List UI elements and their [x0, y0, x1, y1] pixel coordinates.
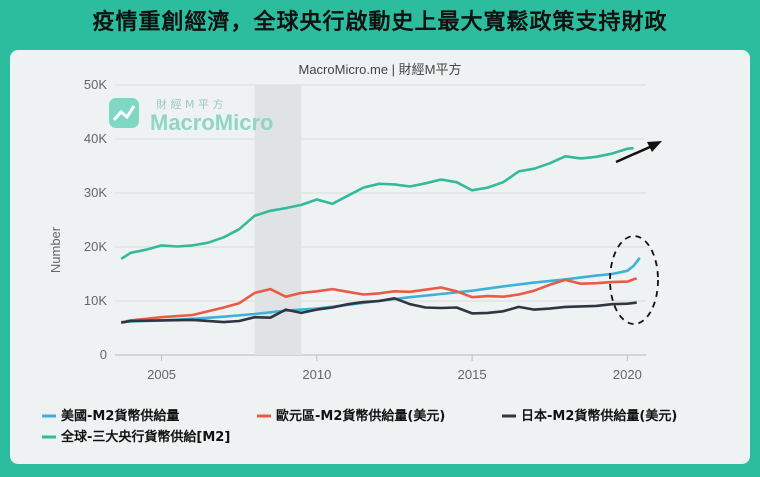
- legend-label: 歐元區-M2貨幣供給量(美元): [276, 408, 445, 424]
- annotation-layer: [609, 141, 662, 325]
- x-tick-label: 2020: [613, 367, 642, 382]
- y-tick-label: 30K: [84, 185, 107, 200]
- legend-label: 日本-M2貨幣供給量(美元): [521, 408, 677, 424]
- series-line-3: [120, 146, 634, 260]
- tick-layer: 0 10K 20K 30K 40K 50K 2005 2010 2015 2020: [84, 77, 642, 382]
- y-tick-label: 40K: [84, 131, 107, 146]
- legend-label: 全球-三大央行貨幣供給[M2]: [60, 429, 230, 445]
- legend-label: 美國-M2貨幣供給量: [61, 408, 179, 424]
- y-axis-label: Number: [48, 226, 63, 273]
- y-tick-label: 20K: [84, 239, 107, 254]
- watermark-logo-icon: [109, 98, 139, 128]
- arrow-up-right-icon: [615, 141, 662, 164]
- headline: 疫情重創經濟，全球央行啟動史上最大寬鬆政策支持財政: [92, 10, 668, 35]
- y-tick-label: 10K: [84, 293, 107, 308]
- legend: 美國-M2貨幣供給量 歐元區-M2貨幣供給量(美元) 日本-M2貨幣供給量(美元) 全…: [42, 408, 677, 445]
- dashed-ellipse-annotation: [609, 235, 659, 325]
- chart-panel: 財 經 M 平 方 MacroMicro MacroMicro.me | 財經M…: [10, 50, 750, 464]
- series-line-2: [120, 297, 637, 324]
- watermark: 財 經 M 平 方 MacroMicro: [109, 97, 273, 135]
- series-line-1: [120, 277, 638, 324]
- x-tick-label: 2005: [147, 367, 176, 382]
- y-tick-label: 50K: [84, 77, 107, 92]
- chart-subtitle: MacroMicro.me | 財經M平方: [299, 62, 462, 77]
- series-line-0: [121, 257, 641, 324]
- watermark-brand-text: MacroMicro: [150, 110, 273, 135]
- y-tick-label: 0: [100, 347, 107, 362]
- series-layer: [120, 146, 641, 324]
- watermark-small-text: 財 經 M 平 方: [156, 97, 223, 111]
- x-tick-label: 2015: [458, 367, 487, 382]
- chart: 財 經 M 平 方 MacroMicro MacroMicro.me | 財經M…: [42, 62, 677, 445]
- x-tick-label: 2010: [302, 367, 331, 382]
- grid-layer: [115, 84, 646, 356]
